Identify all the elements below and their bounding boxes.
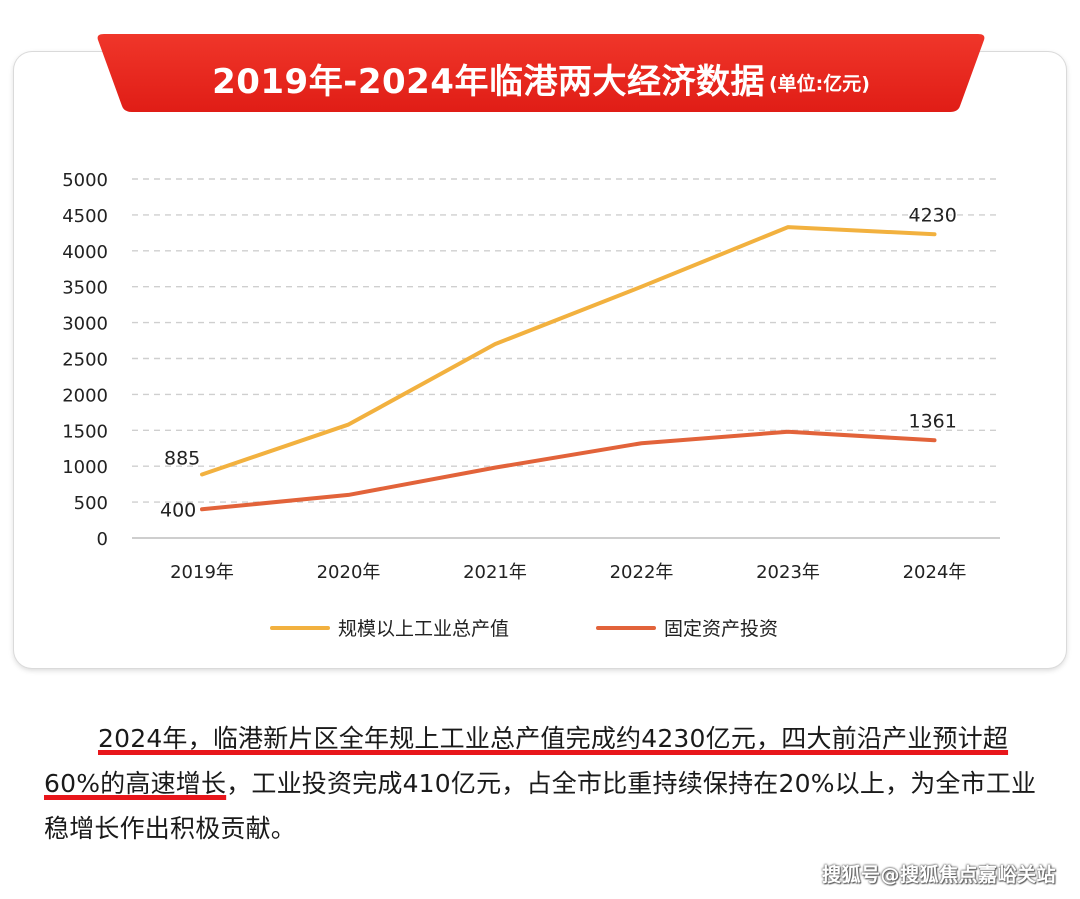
chart-title: 2019年-2024年临港两大经济数据 [212, 61, 765, 102]
y-tick-label: 3500 [62, 278, 108, 299]
chart-unit: (单位:亿元) [768, 72, 870, 95]
y-tick-label: 5000 [62, 170, 108, 191]
title-banner: 2019年-2024年临港两大经济数据 (单位:亿元) [96, 34, 986, 112]
watermark: 搜狐号@搜狐焦点嘉峪关站 [821, 864, 1056, 886]
data-label: 4230 [909, 204, 957, 226]
banner-shape [97, 34, 985, 112]
y-tick-label: 1000 [62, 457, 108, 478]
legend-label: 固定资产投资 [664, 618, 778, 640]
y-tick-label: 0 [97, 529, 108, 550]
y-tick-label: 500 [74, 493, 108, 514]
data-label: 885 [164, 447, 200, 469]
y-tick-label: 2000 [62, 385, 108, 406]
line-chart: 0 500 1000 1500 2000 2500 3000 3500 4000 4500 5000… [62, 170, 1000, 640]
x-tick-label: 2024年 [903, 562, 967, 583]
y-tick-label: 4000 [62, 242, 108, 263]
article-paragraph: 2024年，临港新片区全年规上工业总产值完成约4230亿元，四大前沿产业预计超6… [44, 716, 1044, 851]
series-line [200, 225, 937, 477]
y-tick-label: 3000 [62, 314, 108, 335]
x-tick-label: 2020年 [317, 562, 381, 583]
legend-label: 规模以上工业总产值 [338, 618, 509, 640]
y-tick-label: 4500 [62, 206, 108, 227]
highlighted-text: 2024年，临港新片区全年规上工业总产值完成约4230亿元，四大前沿产业预计超6… [44, 724, 1009, 798]
chart-card: 0 500 1000 1500 2000 2500 3000 3500 4000 4500 5000… [14, 52, 1066, 668]
x-tick-label: 2023年 [756, 562, 820, 583]
x-tick-label: 2019年 [170, 562, 234, 583]
series-line [200, 429, 937, 512]
data-label: 1361 [909, 410, 957, 432]
y-tick-label: 2500 [62, 350, 108, 371]
data-label: 400 [160, 499, 196, 521]
x-tick-label: 2022年 [610, 562, 674, 583]
y-tick-label: 1500 [62, 421, 108, 442]
x-tick-label: 2021年 [463, 562, 527, 583]
article-text: ，工业投资完成410亿元，占全市比重持续保持在20%以上，为全市工业稳增长作出积… [44, 769, 1037, 843]
